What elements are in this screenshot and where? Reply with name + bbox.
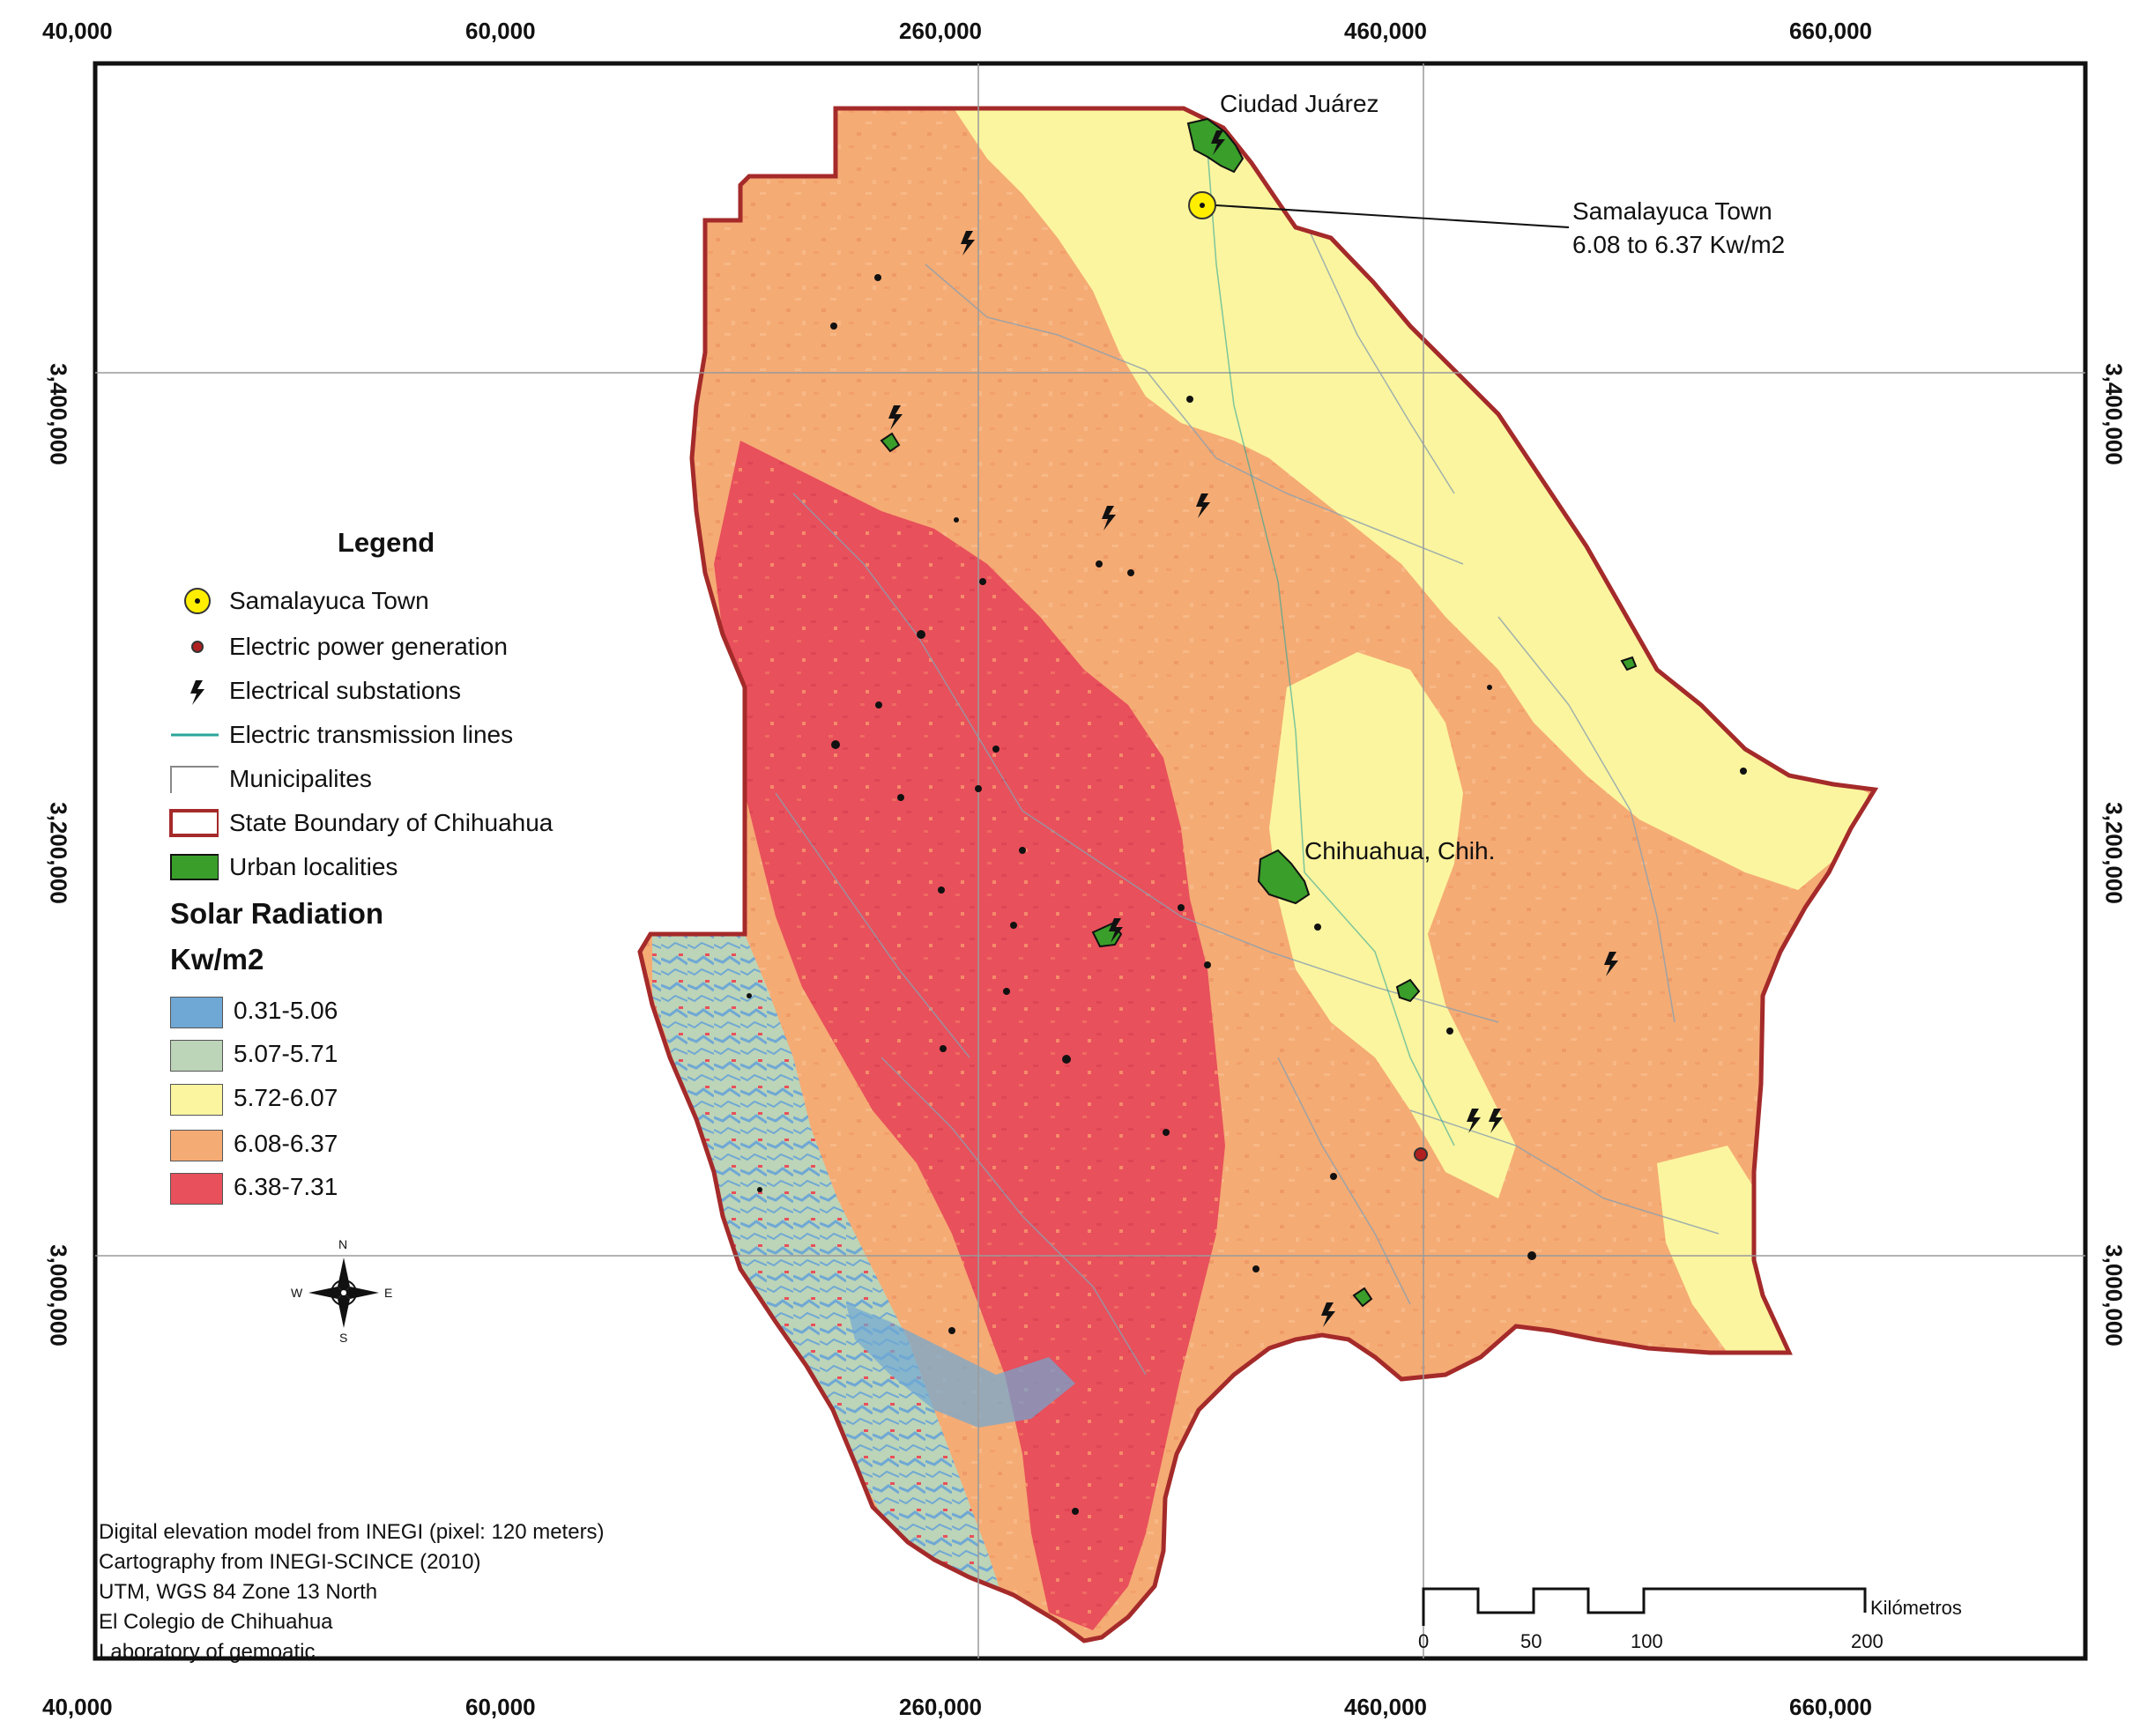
credit-line: Cartography from INEGI-SCINCE (2010) (99, 1550, 481, 1574)
right-tick-3400000: 3,400,000 (2100, 363, 2128, 465)
urban-ciudad-juarez (1186, 117, 1245, 174)
legend-label: Samalayuca Town (229, 587, 429, 614)
legend-item-municipalities: Municipalites (166, 760, 372, 798)
callout-value: 6.08 to 6.37 Kw/m2 (1572, 231, 1786, 258)
credit-line: Laboratory of gemoatic (99, 1640, 316, 1664)
credit-line: El Colegio de Chihuahua (99, 1610, 333, 1634)
legend-class-label: 0.31-5.06 (234, 997, 338, 1024)
north-arrow-e: E (384, 1286, 393, 1300)
north-arrow-s: S (339, 1331, 348, 1345)
scale-label-50: 50 (1520, 1630, 1542, 1652)
north-arrow-n: N (338, 1237, 348, 1251)
legend-class-label: 5.72-6.07 (234, 1084, 338, 1111)
top-tick-40000: 40,000 (42, 18, 113, 44)
legend-class-label: 5.07-5.71 (234, 1040, 338, 1067)
state-boundary (637, 106, 1879, 1643)
left-tick-3400000: 3,400,000 (45, 363, 72, 465)
urban-east (1620, 656, 1638, 671)
small-localities (747, 274, 1747, 1515)
zone-5-72-6-07-north (952, 108, 1869, 890)
scale-bar (1422, 1587, 1867, 1626)
transmission-line-icon (166, 717, 220, 753)
legend-ramp-title: Solar Radiation (170, 897, 384, 930)
power-plant-marker (1414, 1147, 1428, 1161)
credit-line: Digital elevation model from INEGI (pixe… (99, 1520, 605, 1544)
legend-item-samalayuca: Samalayuca Town (166, 582, 429, 620)
zone-5-72-6-07-central (1269, 652, 1516, 1198)
left-tick-3000000: 3,000,000 (45, 1244, 72, 1347)
legend-ramp-unit: Kw/m2 (170, 943, 264, 976)
legend-item-power-generation: Electric power generation (166, 627, 508, 666)
substations (888, 130, 1618, 1327)
town-marker-icon (166, 583, 219, 619)
scale-label-100: 100 (1631, 1630, 1663, 1652)
callout-title: Samalayuca Town (1572, 197, 1772, 225)
top-tick-260000: 260,000 (899, 18, 982, 44)
legend-swatch-class-5 (170, 1173, 223, 1205)
legend-swatch-class-4 (170, 1130, 223, 1161)
legend-item-transmission: Electric transmission lines (166, 716, 513, 754)
credit-line: UTM, WGS 84 Zone 13 North (99, 1580, 378, 1604)
grid-lines (95, 63, 2085, 1658)
bottom-tick-260000: 260,000 (899, 1694, 982, 1720)
top-tick-660000: 660,000 (1789, 18, 1872, 44)
lightning-bolt-icon (166, 673, 219, 708)
scale-label-200: 200 (1851, 1630, 1884, 1652)
legend-class-label: 6.38-7.31 (234, 1173, 338, 1200)
legend-label: Electrical substations (229, 677, 462, 704)
legend-label: State Boundary of Chihuahua (229, 809, 554, 836)
bottom-tick-660000: 660,000 (1789, 1694, 1872, 1720)
zone-0-31-5-06-river (846, 1304, 1075, 1428)
legend-item-substations: Electrical substations (166, 671, 461, 710)
label-ciudad-juarez: Ciudad Juárez (1220, 90, 1379, 117)
legend-swatch-class-1 (170, 997, 223, 1028)
municipality-boundary-icon (166, 761, 220, 797)
bottom-tick-460000: 460,000 (1344, 1694, 1427, 1720)
urban-south (1352, 1287, 1373, 1308)
legend-label: Electric transmission lines (229, 721, 514, 748)
legend-label: Electric power generation (229, 633, 508, 660)
legend-item-state-boundary: State Boundary of Chihuahua (166, 804, 553, 842)
zone-6-38-7-31 (714, 441, 1225, 1630)
zone-0-31-5-71-west (652, 934, 1084, 1641)
scale-label-0: 0 (1418, 1630, 1430, 1652)
north-arrow-w: W (291, 1286, 303, 1300)
legend-swatch-class-2 (170, 1040, 223, 1072)
urban-localities (880, 117, 1638, 1308)
label-chihuahua: Chihuahua, Chih. (1304, 837, 1496, 864)
urban-area-icon (166, 849, 219, 885)
top-tick-60000: 60,000 (465, 18, 536, 44)
state-boundary-icon (166, 805, 220, 841)
right-tick-3000000: 3,000,000 (2100, 1244, 2128, 1347)
bottom-tick-60000: 60,000 (465, 1694, 536, 1720)
map-credits: Digital elevation model from INEGI (pixe… (99, 1517, 605, 1667)
legend-swatch-class-3 (170, 1084, 223, 1116)
transmission-lines (1207, 149, 1455, 1146)
left-tick-3200000: 3,200,000 (45, 802, 72, 904)
callout-leader-line (1201, 204, 1570, 228)
legend-label: Urban localities (229, 853, 398, 880)
legend-item-urban: Urban localities (166, 848, 398, 887)
bottom-tick-40000: 40,000 (42, 1694, 113, 1720)
urban-chihuahua (1257, 849, 1311, 905)
top-tick-460000: 460,000 (1344, 18, 1427, 44)
scale-unit: Kilómetros (1870, 1597, 1962, 1619)
legend-class-label: 6.08-6.37 (234, 1130, 338, 1157)
power-plant-icon (166, 629, 219, 664)
north-arrow-icon (308, 1257, 379, 1328)
urban-delicias (1395, 978, 1421, 1003)
legend-title: Legend (338, 527, 435, 558)
right-tick-3200000: 3,200,000 (2100, 802, 2128, 904)
urban-north-west (880, 432, 901, 453)
legend-label: Municipalites (229, 765, 372, 792)
